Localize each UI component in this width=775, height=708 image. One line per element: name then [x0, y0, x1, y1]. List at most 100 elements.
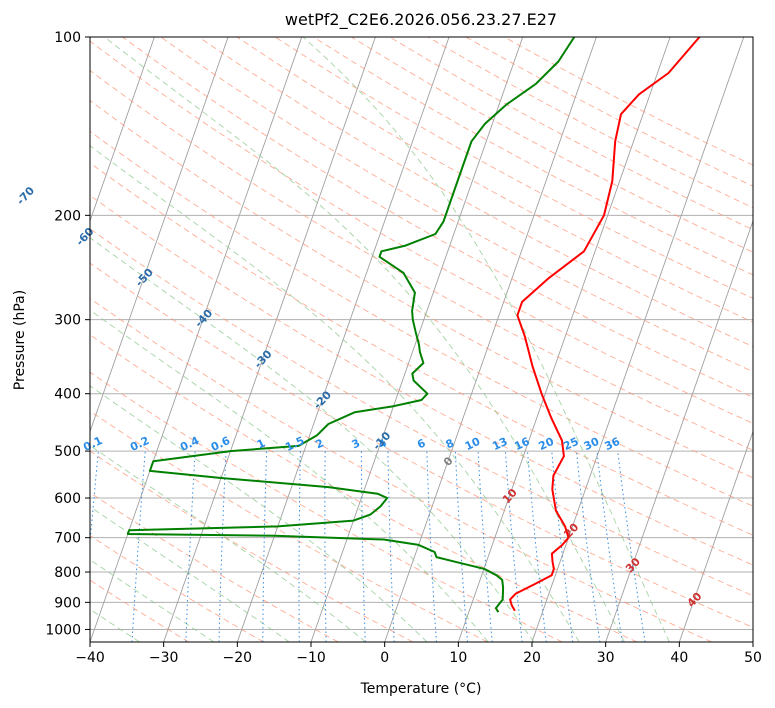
- isotherm-label: 10: [500, 486, 520, 506]
- mixing-ratio-line: [551, 451, 574, 642]
- y-tick-label: 700: [54, 531, 81, 547]
- y-tick-label: 600: [54, 491, 81, 507]
- moist-adiabat-line: [90, 237, 535, 642]
- mixing-ratio-label: 20: [537, 435, 557, 453]
- isotherm-line: [384, 37, 597, 642]
- mixing-ratio-line: [454, 451, 468, 642]
- moist-adiabat-line: [90, 385, 428, 642]
- dry-adiabat-line: [90, 162, 753, 536]
- x-tick-label: 50: [744, 650, 762, 666]
- dewpoint-profile-line: [126, 37, 576, 613]
- y-tick-label: 500: [54, 444, 81, 460]
- mixing-ratio-label: 30: [582, 435, 602, 453]
- isotherm-label: -70: [14, 184, 37, 208]
- dry-adiabat-line: [122, 37, 753, 398]
- mixing-ratio-line: [324, 451, 327, 642]
- mixing-ratio-line: [477, 451, 493, 642]
- y-tick-label: 1000: [45, 622, 81, 638]
- x-axis-label: Temperature (°C): [360, 681, 482, 697]
- dry-adiabat-line: [274, 37, 753, 299]
- isotherm-line: [752, 640, 753, 642]
- mixing-ratio-line: [426, 451, 437, 642]
- dry-adiabat-line: [90, 69, 753, 451]
- y-axis-label: Pressure (hPa): [12, 290, 28, 390]
- dry-adiabat-line: [465, 37, 753, 187]
- moist-adiabat-line: [302, 37, 670, 642]
- dry-adiabat-line: [90, 228, 753, 597]
- mixing-ratio-line: [185, 451, 196, 642]
- moist-adiabat-line: [90, 444, 366, 642]
- isotherm-label: -40: [192, 306, 215, 330]
- isotherm-line: [90, 37, 155, 223]
- dry-adiabat-line: [90, 194, 753, 566]
- plot-frame: [89, 36, 754, 643]
- dry-adiabat-line: [90, 262, 753, 629]
- dry-adiabat-line: [389, 37, 753, 231]
- moist-adiabat-line: [104, 37, 625, 642]
- x-tick-label: −30: [149, 650, 179, 666]
- dry-adiabat-line: [90, 334, 638, 642]
- isotherm-line: [90, 37, 303, 642]
- x-tick-label: −10: [296, 650, 326, 666]
- dry-adiabat-line: [90, 579, 190, 642]
- x-tick-label: 0: [380, 650, 389, 666]
- dry-adiabat-line: [160, 37, 753, 373]
- y-tick-label: 200: [54, 208, 81, 224]
- isotherm-label: -20: [311, 388, 334, 412]
- mixing-ratio-line: [617, 451, 646, 642]
- isotherm-line: [0, 37, 7, 642]
- mixing-ratio-line: [131, 451, 146, 642]
- dry-adiabat-line: [90, 410, 488, 642]
- y-tick-label: 900: [54, 595, 81, 611]
- isotherm-line: [457, 37, 671, 642]
- dry-adiabat-line: [90, 371, 563, 642]
- mixing-ratio-line: [298, 451, 301, 642]
- x-tick-label: −40: [75, 650, 105, 666]
- line-labels: 0.10.20.40.611.52346810131620253036-100-…: [14, 184, 705, 610]
- dry-adiabat-line: [503, 37, 753, 166]
- mixing-ratio-line: [527, 451, 547, 642]
- isotherm-line: [678, 430, 753, 642]
- dry-adiabat-line: [198, 37, 753, 348]
- mixing-ratio-label: 10: [463, 435, 483, 453]
- mixing-ratio-label: 3: [350, 436, 362, 451]
- isotherm-line: [163, 37, 376, 642]
- mixing-ratio-label: 13: [490, 435, 509, 453]
- isotherm-line: [90, 37, 229, 433]
- y-tick-label: 100: [54, 30, 81, 46]
- mixing-ratio-label: 16: [512, 435, 532, 453]
- isotherm-label: -60: [73, 225, 96, 249]
- mixing-ratio-line: [387, 451, 395, 642]
- dry-adiabat-line: [90, 492, 339, 642]
- dry-adiabat-line: [90, 130, 753, 507]
- mixing-ratio-line: [360, 451, 366, 642]
- dry-adiabat-line: [90, 297, 712, 642]
- isotherm-line: [605, 219, 753, 642]
- mixing-ratio-line: [504, 451, 523, 642]
- moist-adiabat-line: [90, 506, 290, 642]
- isotherm-label: -50: [133, 266, 156, 290]
- mixing-ratio-line: [262, 451, 268, 642]
- dry-adiabat-line: [90, 100, 753, 479]
- moist-adiabat-line: [90, 309, 489, 642]
- isotherm-line: [531, 37, 745, 642]
- moist-adiabat-line: [90, 145, 580, 642]
- dry-adiabat-line: [90, 450, 414, 642]
- mixing-ratio-label: 2: [313, 436, 325, 451]
- mixing-ratio-line: [576, 451, 601, 642]
- mixing-ratio-line: [218, 451, 227, 642]
- x-tick-label: 40: [670, 650, 688, 666]
- isotherm-label: 40: [685, 590, 705, 610]
- isotherm-label: -30: [252, 347, 275, 371]
- mixing-ratio-label: 36: [603, 435, 623, 453]
- isotherm-label: -10: [370, 429, 393, 453]
- background-lines: [0, 37, 753, 642]
- axes: −40 −30 −20 −10 0 10 20 30 40 50 100 200 300 400 500 60…: [45, 30, 762, 666]
- mixing-ratio-line: [596, 451, 623, 642]
- y-tick-label: 300: [54, 313, 81, 329]
- dry-adiabat-line: [313, 37, 753, 276]
- x-tick-label: 20: [523, 650, 541, 666]
- dry-adiabat-line: [236, 37, 753, 323]
- temperature-profile-line: [509, 37, 701, 612]
